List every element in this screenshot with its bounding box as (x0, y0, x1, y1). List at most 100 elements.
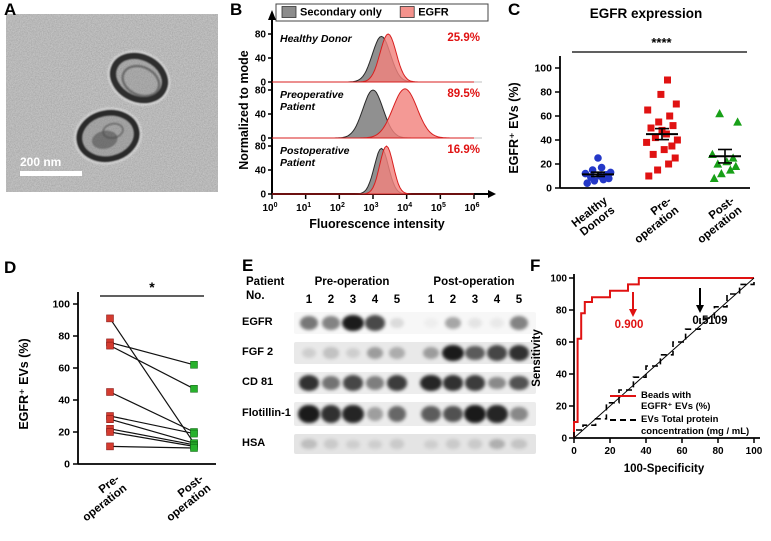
blot-band (444, 316, 462, 330)
svg-text:103: 103 (363, 202, 378, 214)
blot-band (321, 376, 341, 390)
roc-legend-swatch (610, 395, 636, 397)
blot-band (320, 405, 342, 423)
panel-c-label: C (508, 0, 521, 19)
roc-series-1 (573, 278, 755, 438)
blot-band (488, 376, 506, 390)
significance-bracket: * (100, 279, 204, 297)
svg-text:80: 80 (712, 446, 724, 457)
panel-a-tem: 200 nm (6, 14, 218, 192)
svg-text:0: 0 (64, 459, 70, 471)
blot-row-label: CD 81 (242, 376, 274, 388)
blot-row-label: Flotillin-1 (242, 407, 291, 419)
blot-band (464, 404, 486, 424)
subpanel-label: Postoperative (280, 145, 350, 157)
paired-category-label: Pre-operation (73, 473, 129, 524)
scatter-title: EGFR expression (590, 6, 703, 21)
roc-legend-text: Beads with EGFR⁺ EVs (%) (641, 390, 711, 413)
roc-legend-entry: Beads with EGFR⁺ EVs (%) (610, 390, 768, 412)
blot-band (487, 345, 507, 361)
roc-axes: 0 20 40 60 80 100 0 20 40 60 80 100 (550, 274, 762, 458)
scatter-group-2 (708, 109, 742, 182)
pre-operation-header: Pre-operation (314, 276, 390, 288)
svg-text:105: 105 (431, 202, 446, 214)
lane-number: 5 (393, 294, 401, 306)
scatter-group-1 (643, 76, 681, 180)
panel-b-label: B (230, 0, 243, 19)
blot-band (342, 314, 364, 332)
blot-band (322, 316, 340, 330)
patient-label-line2: No. (246, 290, 265, 302)
patient-label-line1: Patient (246, 276, 285, 288)
flow-legend-label: Secondary only (300, 7, 383, 19)
roc-x-axis-label: 100-Specificity (624, 463, 705, 475)
flow-y-axis-label: Normalized to mode (237, 50, 251, 170)
lane-number: 5 (515, 294, 523, 306)
paired-points (106, 314, 198, 452)
blot-band (442, 344, 464, 362)
lane-number: 3 (349, 294, 357, 306)
scatter-group-label: Pre-operation (625, 195, 681, 246)
svg-text:60: 60 (58, 363, 70, 375)
subpanel-label: Preoperative (280, 89, 344, 101)
flow-legend: Secondary only EGFR (275, 3, 489, 22)
paired-axes: 0 20 40 60 80 100 (52, 292, 216, 471)
svg-text:100: 100 (550, 274, 567, 285)
flow-x-axis-label: Fluorescence intensity (309, 217, 445, 231)
blot-band (345, 347, 361, 359)
egfr-expression-chart: EGFR expression 0 20 40 60 80 100 EGFR⁺ EVs (%)… (507, 6, 750, 246)
roc-legend-text: EVs Total protein concentration (mg / mL) (641, 414, 750, 437)
blot-band (367, 439, 383, 449)
blot-band (386, 375, 408, 391)
svg-text:80: 80 (556, 306, 568, 317)
panel-b-flow: Secondary only EGFR 100 101 102 103 104 105 106 0… (236, 2, 498, 258)
blot-band (301, 439, 317, 449)
svg-text:80: 80 (58, 331, 70, 343)
blot-band (489, 317, 505, 329)
blot-row-label: HSA (242, 437, 266, 449)
scatter-group-0 (581, 154, 615, 187)
svg-text:60: 60 (540, 111, 552, 123)
auc-annotation-1: 0.5109 (692, 288, 728, 327)
blot-band (510, 406, 528, 422)
blot-band (323, 347, 339, 359)
blot-band (323, 439, 339, 449)
blot-band (467, 317, 483, 329)
blot-band (345, 439, 361, 449)
scatter-axes: 0 20 40 60 80 100 (534, 56, 750, 195)
svg-text:100: 100 (52, 299, 70, 311)
roc-legend-entry: EVs Total protein concentration (mg / mL) (610, 414, 768, 437)
flow-subpanel-0: 0 40 80 25.9% Healthy Donor (255, 30, 482, 89)
roc-chart: 0 20 40 60 80 100 0 20 40 60 80 100 Sensitivity 100-S… (531, 274, 763, 476)
blot-band (298, 375, 320, 391)
roc-legend-swatch (610, 419, 636, 422)
vesicle-upper (107, 50, 171, 106)
blot-band (389, 317, 405, 329)
auc-annotation-0: 0.900 (615, 292, 643, 331)
roc-legend: Beads with EGFR⁺ EVs (%) EVs Total protein… (610, 390, 768, 439)
blot-band (486, 404, 508, 424)
svg-text:40: 40 (255, 166, 267, 177)
paired-y-axis-label: EGFR⁺ EVs (%) (17, 338, 31, 429)
scale-bar-label: 200 nm (20, 155, 61, 169)
svg-text:100: 100 (262, 202, 277, 214)
svg-text:40: 40 (556, 370, 568, 381)
svg-text:80: 80 (255, 30, 267, 41)
panel-d-paired: 0 20 40 60 80 100 EGFR⁺ EVs (%) * Pre-operation P… (4, 266, 236, 540)
blot-band (489, 439, 505, 449)
lane-number: 4 (371, 294, 379, 306)
blot-band (365, 315, 385, 331)
scale-bar (20, 171, 82, 176)
blot-band (467, 439, 483, 449)
significance-stars: **** (651, 35, 672, 50)
scatter-y-axis-label: EGFR⁺ EVs (%) (507, 82, 521, 173)
blot-band (423, 317, 439, 329)
blot-band (421, 405, 441, 423)
svg-text:100: 100 (534, 63, 552, 75)
svg-text:101: 101 (296, 202, 311, 214)
blot-band (442, 375, 464, 391)
svg-text:20: 20 (540, 159, 552, 171)
panel-d-label: D (4, 258, 17, 277)
